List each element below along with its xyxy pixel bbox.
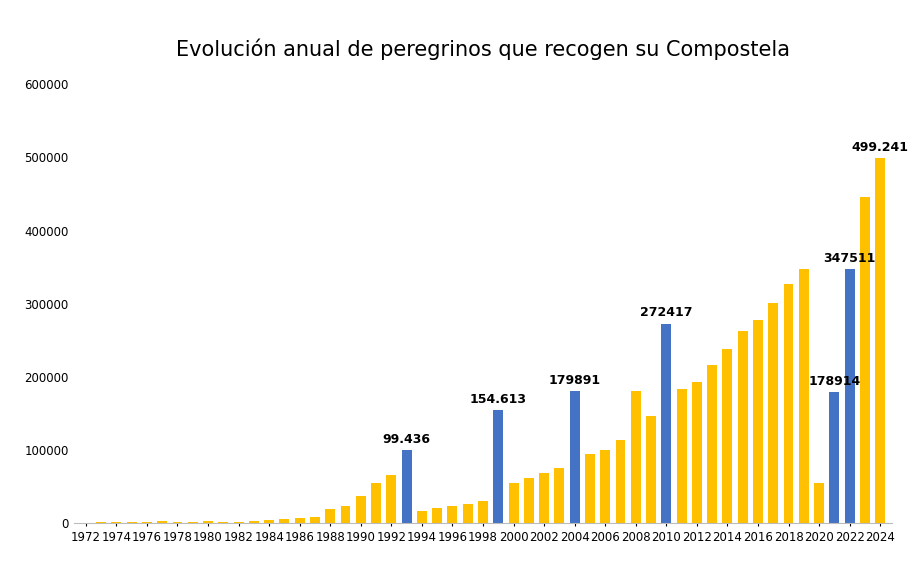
Bar (127, 522, 136, 523)
Text: 347511: 347511 (823, 252, 875, 264)
Bar (432, 508, 442, 523)
Bar (661, 324, 671, 523)
Bar (584, 454, 595, 523)
Bar (340, 506, 350, 523)
Bar (325, 510, 335, 523)
Text: 499.241: 499.241 (851, 141, 908, 153)
Bar (310, 517, 320, 523)
Bar (462, 504, 472, 523)
Bar (569, 392, 579, 523)
Bar (493, 410, 503, 523)
Bar (783, 284, 792, 523)
Bar (844, 269, 854, 523)
Bar (478, 501, 487, 523)
Bar (523, 478, 533, 523)
Text: 272417: 272417 (640, 306, 692, 320)
Bar (675, 389, 686, 523)
Bar (813, 483, 823, 523)
Bar (157, 521, 167, 523)
Bar (874, 158, 884, 523)
Bar (615, 440, 625, 523)
Bar (752, 320, 762, 523)
Bar (264, 520, 274, 523)
Text: 154.613: 154.613 (470, 393, 527, 406)
Bar (599, 450, 609, 523)
Bar (203, 521, 213, 523)
Bar (859, 197, 869, 523)
Text: 178914: 178914 (808, 375, 859, 388)
Bar (539, 472, 549, 523)
Bar (554, 468, 563, 523)
Bar (829, 392, 838, 523)
Text: 179891: 179891 (548, 374, 600, 387)
Bar (402, 450, 411, 523)
Text: 99.436: 99.436 (382, 433, 430, 446)
Bar (356, 496, 366, 523)
Bar (691, 382, 701, 523)
Bar (142, 522, 152, 523)
Bar (386, 475, 396, 523)
Bar (370, 483, 380, 523)
Bar (707, 365, 716, 523)
Bar (630, 392, 640, 523)
Bar (767, 303, 777, 523)
Bar (508, 483, 518, 523)
Bar (218, 522, 228, 523)
Bar (645, 416, 655, 523)
Bar (173, 522, 182, 523)
Bar (416, 511, 426, 523)
Bar (294, 518, 304, 523)
Bar (279, 519, 289, 523)
Bar (737, 331, 747, 523)
Bar (447, 506, 457, 523)
Bar (249, 521, 258, 523)
Bar (187, 522, 198, 523)
Title: Evolución anual de peregrinos que recogen su Compostela: Evolución anual de peregrinos que recoge… (176, 38, 789, 60)
Bar (233, 522, 244, 523)
Bar (798, 269, 808, 523)
Bar (721, 349, 732, 523)
